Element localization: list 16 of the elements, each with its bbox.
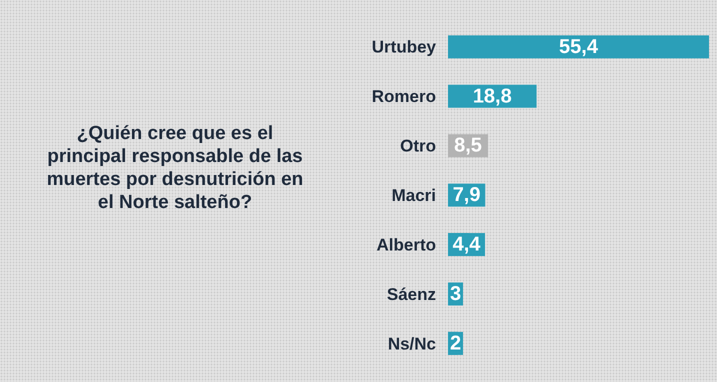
data-label: 3	[450, 282, 462, 305]
y-tick-label: Romero	[372, 87, 436, 106]
y-tick-label: Urtubey	[372, 38, 437, 57]
y-tick-label: Ns/Nc	[388, 334, 436, 354]
data-label: 4,4	[452, 234, 482, 256]
bar	[448, 35, 709, 58]
y-tick-label: Macri	[392, 186, 436, 206]
y-tick-label: Alberto	[376, 235, 436, 254]
data-label: 8,5	[454, 134, 482, 157]
y-tick-label: Sáenz	[386, 284, 436, 304]
data-label: 55,4	[559, 36, 599, 58]
data-label: 18,8	[472, 85, 512, 108]
text: ¿Quién cree que es el principal responsable de las muertes por desnutrición en el Norte salteño?	[46, 122, 304, 214]
y-tick-label: Otro	[400, 136, 436, 156]
data-label: 7,9	[452, 184, 481, 206]
data-label: 2	[450, 332, 462, 354]
